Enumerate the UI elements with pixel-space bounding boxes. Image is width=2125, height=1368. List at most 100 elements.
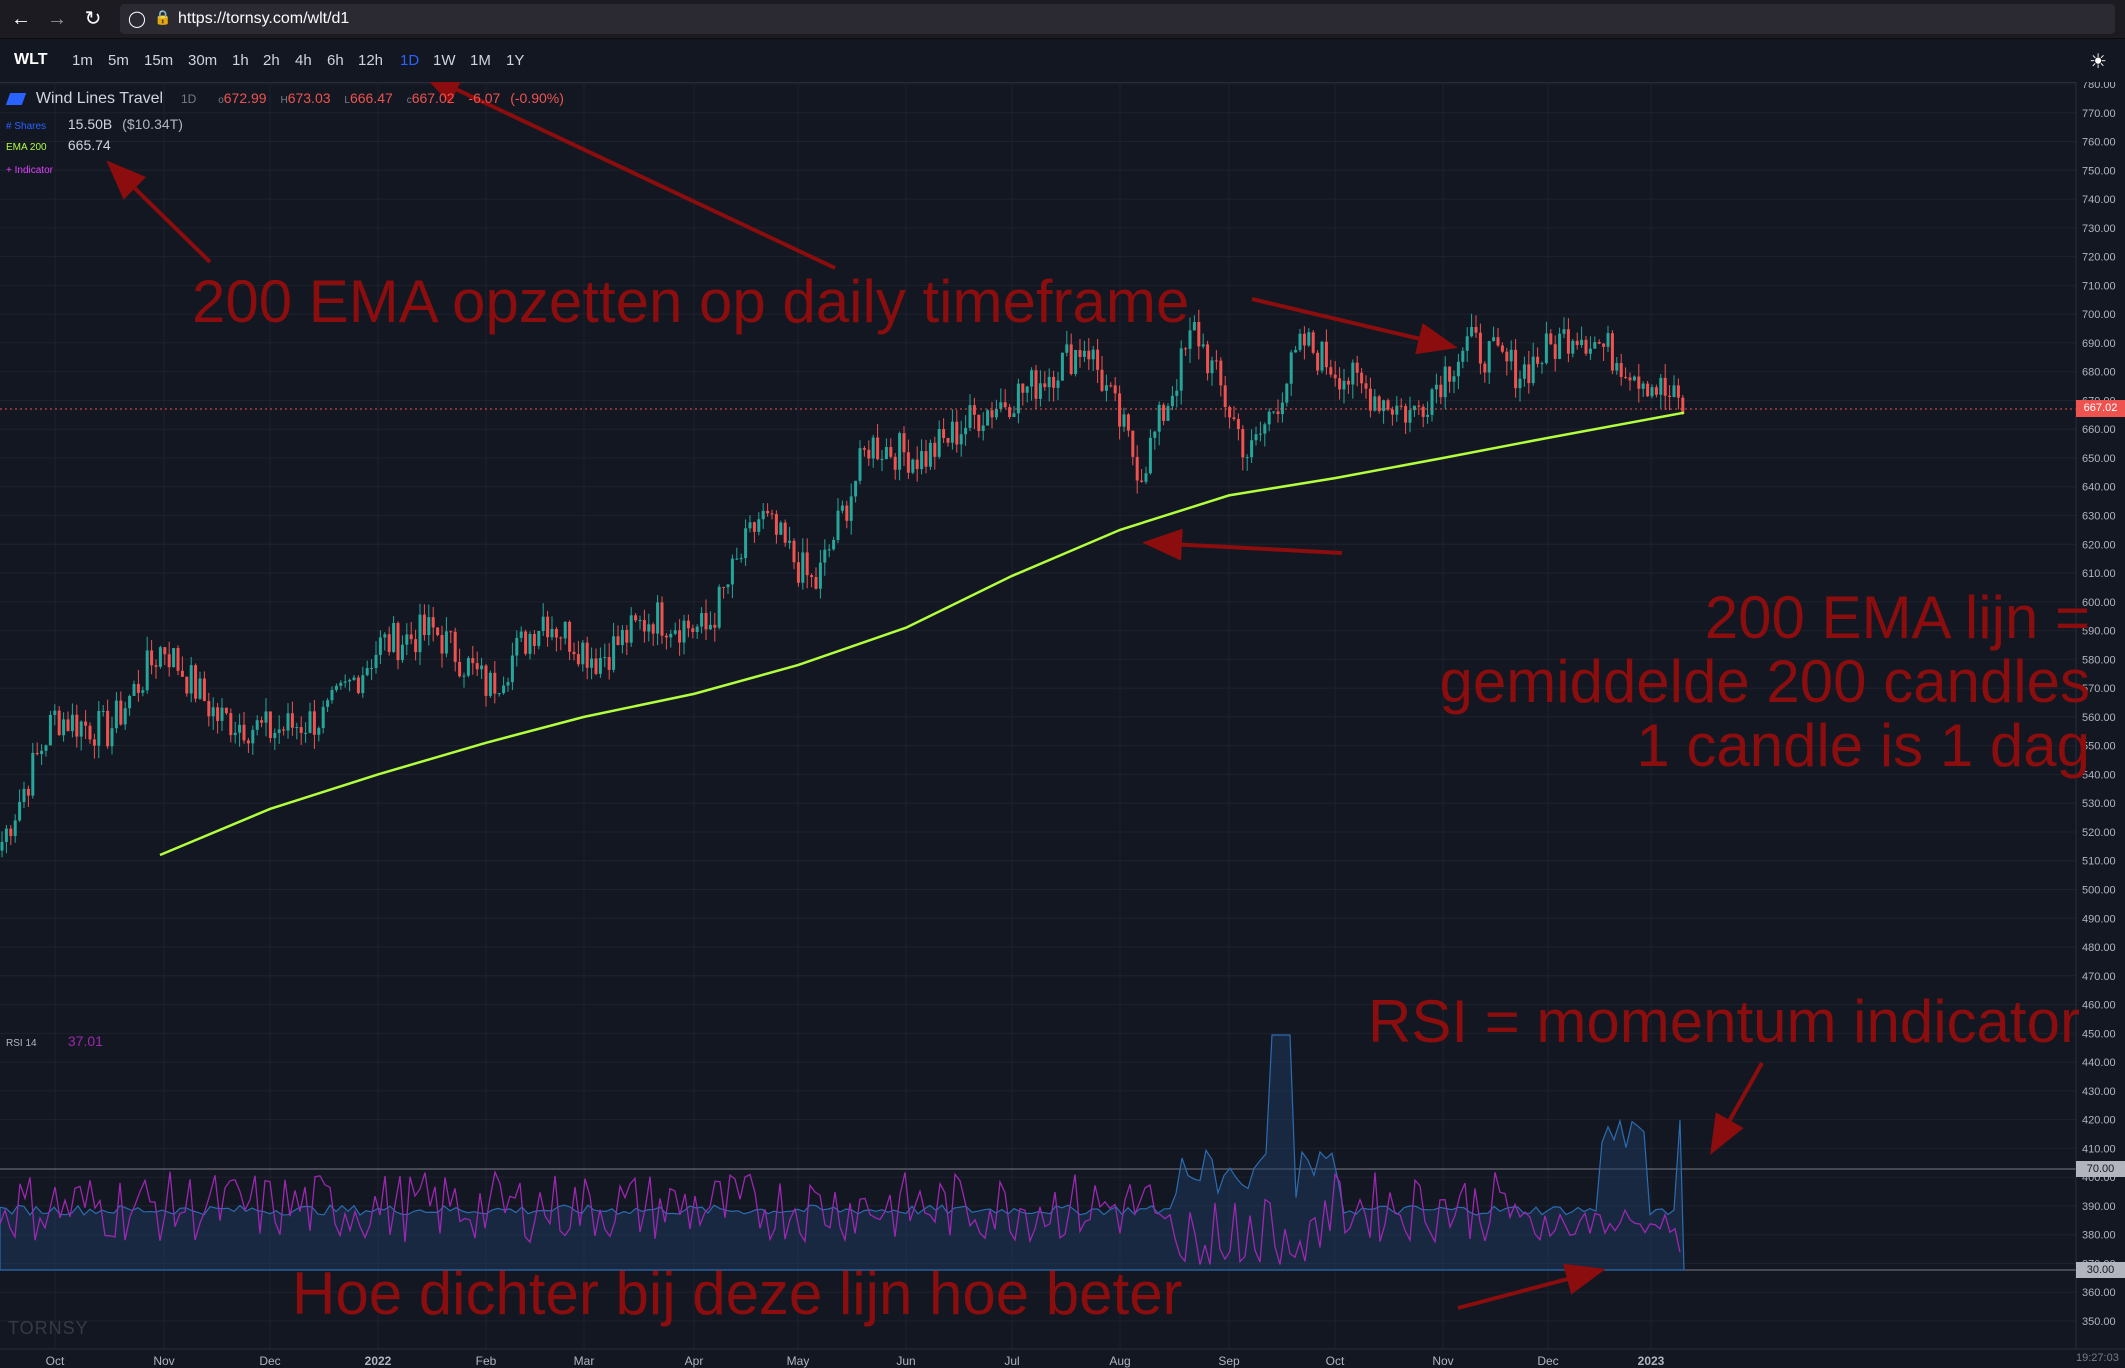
timeframe-1month[interactable]: 1M	[470, 52, 491, 69]
reload-icon[interactable]: ↻	[84, 8, 102, 30]
candle-body	[106, 710, 110, 747]
candle-body	[1219, 360, 1223, 386]
candle-body	[392, 623, 396, 652]
candle-body	[123, 708, 127, 725]
candle-body	[871, 437, 875, 459]
timeframe-15m[interactable]: 15m	[144, 52, 174, 69]
candle-body	[603, 657, 607, 659]
rsi-label[interactable]: RSI 14	[6, 1038, 37, 1049]
timeframe-4h[interactable]: 4h	[295, 52, 312, 69]
annotation-closer: Hoe dichter bij deze lijn hoe beter	[292, 1260, 1183, 1327]
timeframe-30m[interactable]: 30m	[188, 52, 218, 69]
candle-body	[818, 562, 822, 589]
price-chart[interactable]: 350.00360.00370.00380.00390.00400.00410.…	[0, 82, 2125, 1368]
candle-body	[902, 433, 906, 453]
candle-body	[1619, 362, 1623, 377]
candle-body	[396, 623, 400, 661]
candle-body	[387, 634, 391, 652]
candle-body	[1399, 405, 1403, 407]
candle-body	[326, 700, 330, 707]
address-bar[interactable]: ◯ 🔒 https://tornsy.com/wlt/d1	[120, 4, 2115, 34]
url-text[interactable]: https://tornsy.com/wlt/d1	[178, 10, 350, 27]
candle-body	[260, 720, 264, 723]
candle-body	[1377, 396, 1381, 412]
candle-body	[708, 624, 712, 630]
close-value: 667.02	[411, 90, 455, 106]
annotation-arrow	[106, 160, 212, 264]
shares-value: 15.50B	[67, 116, 113, 132]
timeframe-1w[interactable]: 1W	[433, 52, 456, 69]
candle-body	[1368, 388, 1372, 411]
annotation-arrow	[1710, 1062, 1764, 1155]
candle-body	[893, 456, 897, 470]
price-tick-label: 620.00	[2082, 539, 2116, 551]
annotation-ema-setup: 200 EMA opzetten op daily timeframe	[192, 268, 1190, 335]
candle-body	[673, 630, 677, 634]
shield-icon[interactable]: ◯	[128, 11, 146, 28]
candle-body	[625, 629, 629, 643]
candle-body	[475, 663, 479, 670]
candle-body	[1338, 378, 1342, 390]
ema-label[interactable]: EMA 200	[6, 142, 47, 153]
candle-body	[1615, 362, 1619, 371]
timeframe-1d[interactable]: 1D	[400, 52, 420, 69]
ticker-symbol[interactable]: WLT	[14, 51, 48, 68]
timeframe-1y[interactable]: 1Y	[506, 52, 525, 69]
time-tick-label: Dec	[1537, 1354, 1558, 1368]
candle-body	[616, 636, 620, 646]
back-arrow-icon[interactable]: ←	[11, 8, 31, 30]
candle-body	[1412, 405, 1416, 411]
timeframe-2h[interactable]: 2h	[263, 52, 280, 69]
timeframe-12h[interactable]: 12h	[358, 52, 384, 69]
sun-icon[interactable]: ☀	[2089, 51, 2107, 73]
candle-body	[757, 519, 761, 532]
candle-body	[1448, 366, 1452, 382]
candle-body	[1016, 383, 1020, 414]
candle-body	[1232, 417, 1236, 419]
candle-body	[1003, 402, 1007, 408]
candle-body	[1342, 380, 1346, 390]
legend-add-indicator: + Indicator	[6, 160, 53, 176]
candle-body	[154, 665, 158, 667]
candle-body	[761, 510, 765, 520]
candle-body	[1197, 321, 1201, 347]
instrument-name[interactable]: Wind Lines Travel	[35, 90, 164, 107]
add-indicator-button[interactable]: + Indicator	[6, 165, 53, 176]
shares-label[interactable]: # Shares	[6, 121, 47, 132]
candle-body	[906, 452, 910, 473]
forward-arrow-icon[interactable]: →	[47, 8, 67, 30]
candle-body	[321, 706, 325, 729]
timeframe-5m[interactable]: 5m	[108, 52, 129, 69]
candle-body	[669, 633, 673, 638]
candle-body	[1302, 333, 1306, 346]
candle-body	[400, 644, 404, 661]
candle-body	[348, 679, 352, 682]
candle-body	[145, 650, 149, 691]
timeframe-6h[interactable]: 6h	[327, 52, 344, 69]
candle-body	[717, 586, 721, 628]
candle-body	[1580, 339, 1584, 346]
high-label: H	[280, 95, 288, 106]
timeframe-1h[interactable]: 1h	[232, 52, 249, 69]
candle-body	[238, 724, 242, 733]
candle-body	[136, 684, 140, 693]
annotation-ema-line-2: gemiddelde 200 candles	[1439, 648, 2090, 715]
candle-body	[1553, 344, 1557, 359]
annotation-ema-line-3: 1 candle is 1 dag	[1636, 712, 2090, 779]
candle-body	[427, 617, 431, 636]
candle-body	[480, 665, 484, 670]
candle-body	[466, 658, 470, 676]
candle-body	[1518, 378, 1522, 389]
candle-body	[277, 729, 281, 733]
candle-body	[537, 630, 541, 646]
rsi-line	[0, 1169, 1681, 1265]
candle-body	[1052, 376, 1056, 388]
timeframe-1m[interactable]: 1m	[72, 52, 93, 69]
candle-body	[97, 710, 101, 746]
candle-body	[510, 655, 514, 683]
ema-200-line	[159, 411, 1685, 857]
candle-body	[620, 629, 624, 646]
candle-body	[1148, 437, 1152, 474]
browser-toolbar: ← → ↻ ◯ 🔒 https://tornsy.com/wlt/d1	[0, 0, 2125, 39]
candle-body	[832, 540, 836, 550]
